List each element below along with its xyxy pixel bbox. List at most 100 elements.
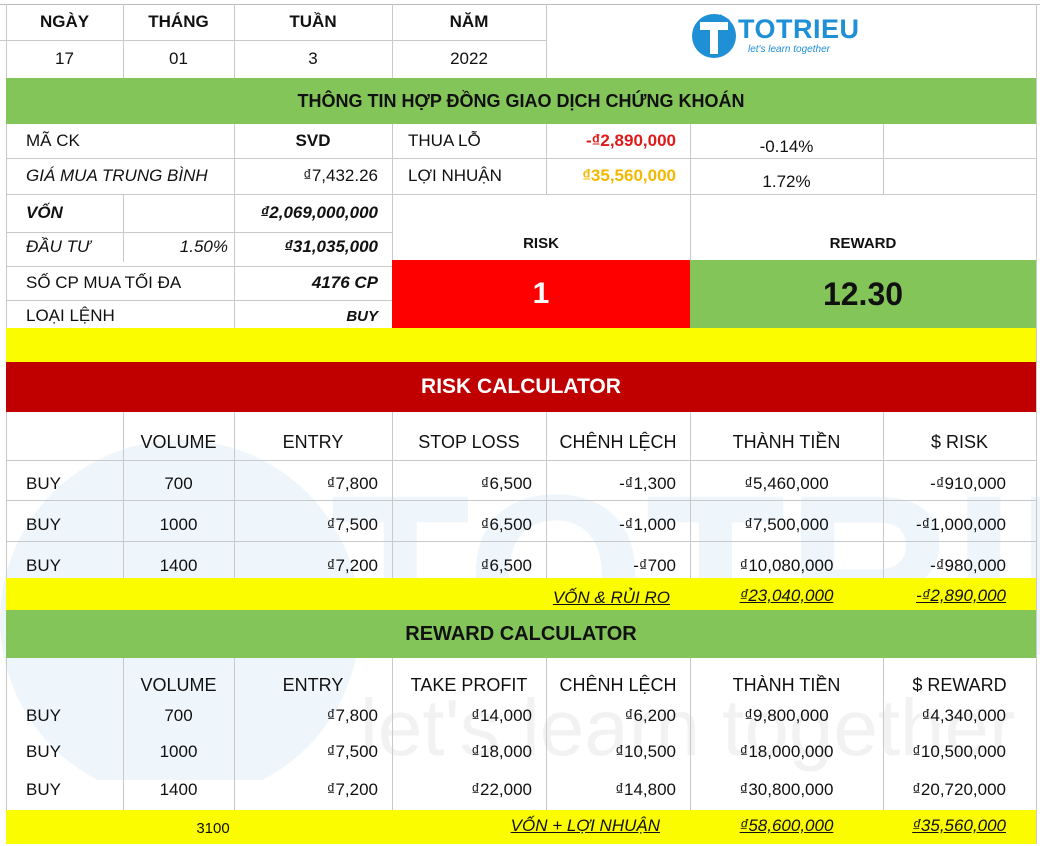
- risk-row-entry: ₫7,800: [326, 474, 378, 493]
- reward-row-take-profit: ₫14,000: [471, 706, 532, 725]
- reward-label: REWARD: [829, 234, 897, 252]
- risk-row-volume: 1000: [159, 515, 198, 534]
- reward-total-row: [6, 810, 1036, 844]
- risk-row-entry: ₫7,200: [326, 556, 378, 575]
- month-value: 01: [169, 49, 188, 68]
- risk-row-total: ₫10,080,000: [739, 556, 834, 575]
- reward-row-reward: ₫20,720,000: [912, 780, 1006, 799]
- risk-row-difference: -₫1,000: [619, 515, 676, 534]
- risk-col-difference: CHÊNH LỆCH: [559, 431, 677, 452]
- risk-row-type: BUY: [26, 515, 61, 534]
- reward-row-total: ₫30,800,000: [739, 780, 834, 799]
- risk-value: 1: [392, 260, 690, 328]
- ticker-label: MÃ CK: [26, 131, 80, 150]
- risk-total-label: VỐN & RỦI RO: [552, 588, 670, 607]
- risk-row-risk: -₫910,000: [930, 474, 1006, 493]
- logo-name: TOTRIEU: [738, 14, 860, 44]
- reward-row-difference: ₫6,200: [624, 706, 676, 725]
- reward-col-volume: VOLUME: [140, 674, 217, 695]
- risk-col-stop-loss: STOP LOSS: [418, 431, 520, 452]
- reward-total-amount: ₫58,600,000: [739, 816, 834, 835]
- reward-row-take-profit: ₫18,000: [471, 742, 532, 761]
- reward-row-total: ₫9,800,000: [744, 706, 829, 725]
- reward-row-entry: ₫7,500: [326, 742, 378, 761]
- avg-price-label: GIÁ MUA TRUNG BÌNH: [26, 166, 208, 185]
- loss-percent: -0.14%: [759, 137, 814, 156]
- invest-label: ĐẦU TƯ: [26, 237, 91, 256]
- reward-row-take-profit: ₫22,000: [471, 780, 532, 799]
- reward-row-difference: ₫10,500: [615, 742, 676, 761]
- reward-row-volume: 1400: [159, 780, 198, 799]
- risk-row-stop-loss: ₫6,500: [480, 474, 532, 493]
- risk-col-volume: VOLUME: [140, 431, 217, 452]
- reward-total-label: VỐN + LỢI NHUẬN: [510, 816, 660, 835]
- reward-row-reward: ₫4,340,000: [921, 706, 1006, 725]
- reward-row-difference: ₫14,800: [615, 780, 676, 799]
- year-value: 2022: [450, 49, 488, 68]
- reward-col-difference: CHÊNH LỆCH: [559, 674, 677, 695]
- risk-row-difference: -₫1,300: [619, 474, 676, 493]
- reward-row-type: BUY: [26, 706, 61, 725]
- risk-row-total: ₫5,460,000: [744, 474, 829, 493]
- reward-col-entry: ENTRY: [282, 674, 344, 695]
- risk-row-difference: -₫700: [633, 556, 676, 575]
- reward-row-entry: ₫7,800: [326, 706, 378, 725]
- risk-row-stop-loss: ₫6,500: [480, 556, 532, 575]
- profit-label: LỢI NHUẬN: [408, 166, 502, 185]
- reward-row-entry: ₫7,200: [326, 780, 378, 799]
- capital-label: VỐN: [26, 203, 63, 222]
- reward-row-reward: ₫10,500,000: [912, 742, 1006, 761]
- risk-total-risk: -₫2,890,000: [915, 586, 1006, 605]
- logo-t-icon: [692, 14, 736, 58]
- ticker-value: SVD: [295, 131, 331, 150]
- risk-label: RISK: [523, 234, 559, 252]
- risk-row-volume: 1400: [159, 556, 198, 575]
- risk-calculator-title: RISK CALCULATOR: [6, 362, 1036, 412]
- year-header: NĂM: [449, 12, 489, 31]
- avg-price-value: ₫7,432.26: [303, 166, 378, 185]
- reward-value: 12.30: [690, 260, 1036, 328]
- risk-row-type: BUY: [26, 556, 61, 575]
- risk-col-risk: $ RISK: [930, 431, 989, 452]
- week-value: 3: [308, 49, 318, 68]
- reward-calculator-title: REWARD CALCULATOR: [6, 610, 1036, 658]
- risk-row-entry: ₫7,500: [326, 515, 378, 534]
- loss-value: -₫2,890,000: [585, 131, 676, 150]
- risk-row-risk: -₫1,000,000: [915, 515, 1006, 534]
- yellow-separator: [6, 328, 1036, 362]
- risk-row-type: BUY: [26, 474, 61, 493]
- risk-row-volume: 700: [164, 474, 193, 493]
- logo-tagline: let's learn together: [748, 44, 830, 55]
- reward-total-volume: 3100: [196, 819, 230, 837]
- reward-row-type: BUY: [26, 780, 61, 799]
- max-shares-value: 4176 CP: [311, 273, 378, 292]
- risk-col-entry: ENTRY: [282, 431, 344, 452]
- invest-amount: ₫31,035,000: [284, 237, 378, 256]
- max-shares-label: SỐ CP MUA TỐI ĐA: [26, 273, 182, 292]
- profit-percent: 1.72%: [762, 172, 811, 191]
- risk-row-total: ₫7,500,000: [744, 515, 829, 534]
- risk-col-total: THÀNH TIỀN: [732, 431, 841, 452]
- day-header: NGÀY: [39, 12, 90, 31]
- loss-label: THUA LỖ: [408, 131, 481, 150]
- brand-logo: TOTRIEU let's learn together: [690, 8, 859, 62]
- risk-total-amount: ₫23,040,000: [739, 586, 834, 605]
- contract-title: THÔNG TIN HỢP ĐỒNG GIAO DỊCH CHỨNG KHOÁN: [6, 78, 1036, 124]
- profit-value: ₫35,560,000: [582, 166, 676, 185]
- reward-total-reward: ₫35,560,000: [912, 816, 1006, 835]
- day-value: 17: [55, 49, 74, 68]
- reward-row-volume: 700: [164, 706, 193, 725]
- reward-row-type: BUY: [26, 742, 61, 761]
- month-header: THÁNG: [148, 12, 209, 31]
- reward-row-volume: 1000: [159, 742, 198, 761]
- reward-col-total: THÀNH TIỀN: [732, 674, 841, 695]
- order-type-value: BUY: [346, 307, 378, 325]
- capital-value: ₫2,069,000,000: [260, 203, 378, 222]
- reward-col-take-profit: TAKE PROFIT: [410, 674, 528, 695]
- risk-row-risk: -₫980,000: [930, 556, 1006, 575]
- risk-row-stop-loss: ₫6,500: [480, 515, 532, 534]
- risk-total-row: [6, 578, 1036, 610]
- week-header: TUẦN: [289, 12, 337, 31]
- reward-col-reward: $ REWARD: [912, 674, 1007, 695]
- invest-percent: 1.50%: [179, 237, 228, 256]
